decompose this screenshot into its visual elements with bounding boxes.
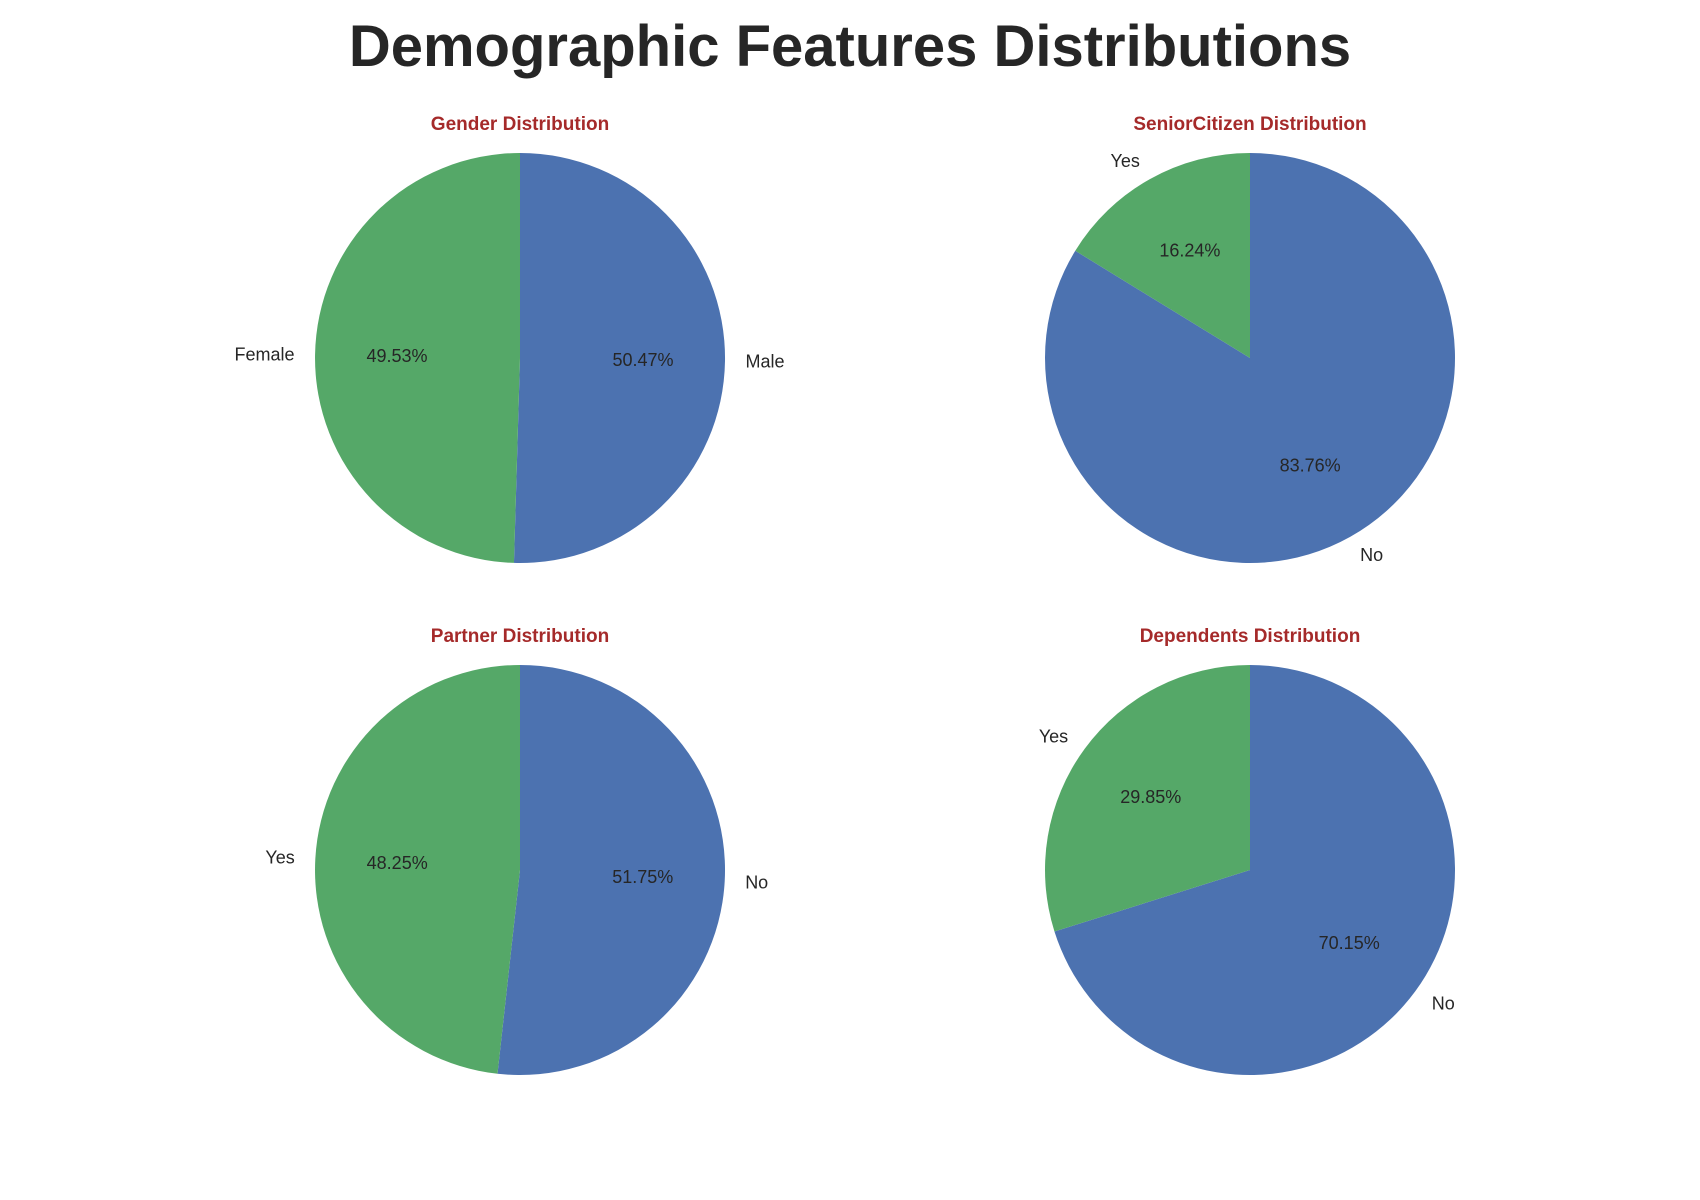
pie-chart-title: SeniorCitizen Distribution [1133,114,1366,135]
pie-slice-no [1054,665,1456,1075]
pie-value-label: 49.53% [366,346,427,366]
pie-chart-2: 83.76% No 16.24% Yes SeniorCitizen Distribut… [1045,114,1456,565]
pie-value-label: 29.85% [1120,787,1181,807]
figure-title: Demographic Features Distributions [348,14,1352,79]
pie-category-label: No [1432,993,1455,1013]
pie-slice-male [513,153,726,563]
pie-slice-yes [1075,153,1250,358]
pie-chart-title: Dependents Distribution [1140,626,1361,647]
pie-chart-3: 51.75% No 48.25% Yes Partner Distribution [265,626,768,1076]
pie-chart-4: 70.15% No 29.85% Yes Dependents Distribution [1039,626,1456,1075]
pie-value-label: 48.25% [367,853,428,873]
pie-value-label: 16.24% [1159,241,1220,261]
pie-category-label: Yes [1039,727,1068,747]
pie-slice-no [497,665,726,1076]
pie-value-label: 83.76% [1280,455,1341,475]
pie-value-label: 50.47% [612,350,673,370]
pie-category-label: Male [746,351,785,371]
pie-slice-yes [315,665,520,1074]
pie-chart-1: 50.47% Male 49.53% Female Gender Distributio… [234,114,785,563]
pie-category-label: Yes [1111,151,1140,171]
pie-category-label: Yes [265,848,294,868]
pie-value-label: 70.15% [1319,933,1380,953]
pie-value-label: 51.75% [612,867,673,887]
pie-chart-title: Partner Distribution [431,626,609,647]
pie-category-label: No [1360,545,1383,565]
pie-category-label: Female [234,345,294,365]
pie-slice-female [315,153,520,563]
pie-slice-yes [1045,665,1250,932]
pie-category-label: No [745,872,768,892]
pie-chart-title: Gender Distribution [431,114,609,135]
pie-slice-no [1045,153,1456,563]
